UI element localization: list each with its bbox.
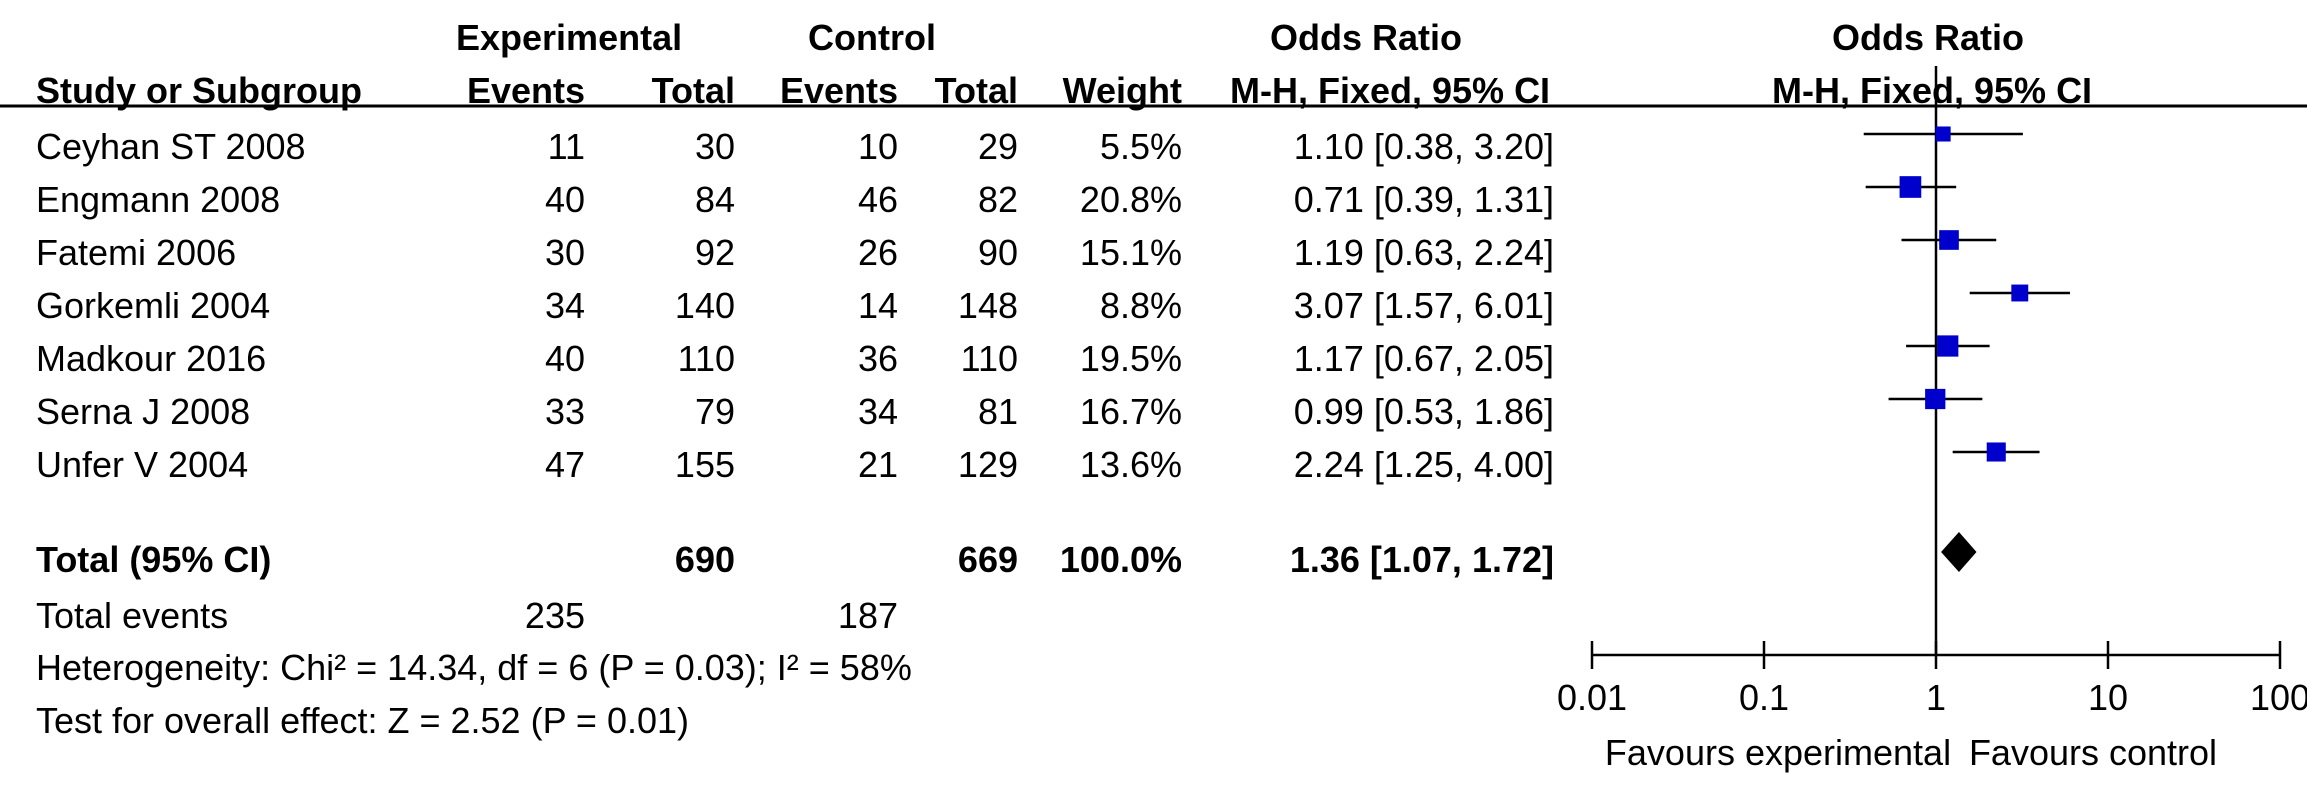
row-exp-events: 11 <box>547 126 585 167</box>
row-ctrl-events: 21 <box>857 444 898 485</box>
favours-experimental-label: Favours experimental <box>1605 732 1951 773</box>
row-ctrl-total: 90 <box>977 232 1018 273</box>
exp-total-column-header: Total <box>651 70 735 111</box>
row-ctrl-events: 10 <box>857 126 898 167</box>
row-ci-text: 0.99 [0.53, 1.86] <box>1293 391 1554 432</box>
x-tick-label: 0.01 <box>1557 677 1627 718</box>
total-events-ctrl: 187 <box>837 595 898 636</box>
row-weight: 19.5% <box>1079 338 1182 379</box>
row-study-name: Unfer V 2004 <box>36 444 249 485</box>
row-exp-total: 79 <box>694 391 735 432</box>
row-ctrl-events: 14 <box>857 285 898 326</box>
x-tick-label: 0.1 <box>1739 677 1789 718</box>
study-marker <box>1939 230 1959 250</box>
favours-control-label: Favours control <box>1969 732 2217 773</box>
row-exp-events: 47 <box>544 444 585 485</box>
row-exp-total: 155 <box>674 444 735 485</box>
total-exp-total: 690 <box>674 539 735 580</box>
row-exp-events: 30 <box>544 232 585 273</box>
row-study-name: Serna J 2008 <box>36 391 251 432</box>
row-weight: 20.8% <box>1079 179 1182 220</box>
row-exp-total: 140 <box>674 285 735 326</box>
study-column-header: Study or Subgroup <box>36 70 362 111</box>
method-column-header: M-H, Fixed, 95% CI <box>1230 70 1551 111</box>
row-ctrl-events: 34 <box>857 391 898 432</box>
weight-column-header: Weight <box>1062 70 1182 111</box>
total-ctrl-total: 669 <box>957 539 1018 580</box>
plot-title: Odds Ratio <box>1832 17 2025 58</box>
row-ctrl-events: 26 <box>857 232 898 273</box>
row-exp-events: 33 <box>544 391 585 432</box>
row-ctrl-total: 29 <box>977 126 1018 167</box>
row-ctrl-total: 148 <box>957 285 1018 326</box>
row-ctrl-events: 36 <box>857 338 898 379</box>
ctrl-total-column-header: Total <box>934 70 1018 111</box>
exp-events-column-header: Events <box>466 70 585 111</box>
study-marker <box>1986 442 2006 462</box>
row-ctrl-total: 82 <box>977 179 1018 220</box>
total-events-label: Total events <box>36 595 229 636</box>
row-exp-total: 84 <box>694 179 735 220</box>
heterogeneity-text: Heterogeneity: Chi² = 14.34, df = 6 (P =… <box>36 647 912 688</box>
row-exp-events: 34 <box>544 285 585 326</box>
row-exp-total: 30 <box>694 126 735 167</box>
row-exp-events: 40 <box>544 179 585 220</box>
total-label: Total (95% CI) <box>36 539 272 580</box>
row-weight: 15.1% <box>1079 232 1182 273</box>
study-marker <box>1899 176 1922 198</box>
control-group-header: Control <box>808 17 936 58</box>
row-ci-text: 3.07 [1.57, 6.01] <box>1293 285 1554 326</box>
row-weight: 8.8% <box>1099 285 1182 326</box>
total-weight: 100.0% <box>1059 539 1182 580</box>
row-study-name: Madkour 2016 <box>36 338 267 379</box>
ctrl-events-column-header: Events <box>779 70 898 111</box>
total-events-exp: 235 <box>524 595 585 636</box>
row-weight: 13.6% <box>1079 444 1182 485</box>
study-marker <box>1937 335 1959 357</box>
row-ci-text: 1.19 [0.63, 2.24] <box>1293 232 1554 273</box>
odds-ratio-column-title: Odds Ratio <box>1270 17 1463 58</box>
row-ctrl-events: 46 <box>857 179 898 220</box>
plot-method-header: M-H, Fixed, 95% CI <box>1772 70 2093 111</box>
row-ctrl-total: 110 <box>960 338 1018 379</box>
row-exp-events: 40 <box>544 338 585 379</box>
x-tick-label: 1 <box>1926 677 1946 718</box>
pooled-diamond <box>1941 532 1977 572</box>
experimental-group-header: Experimental <box>456 17 683 58</box>
row-weight: 5.5% <box>1099 126 1182 167</box>
row-study-name: Engmann 2008 <box>36 179 281 220</box>
row-exp-total: 110 <box>677 338 735 379</box>
row-ci-text: 1.10 [0.38, 3.20] <box>1293 126 1554 167</box>
x-tick-label: 100 <box>2250 677 2307 718</box>
row-ctrl-total: 81 <box>977 391 1018 432</box>
total-ci-text: 1.36 [1.07, 1.72] <box>1289 539 1554 580</box>
row-ctrl-total: 129 <box>957 444 1018 485</box>
study-marker <box>1935 126 1951 142</box>
row-study-name: Ceyhan ST 2008 <box>36 126 306 167</box>
row-study-name: Gorkemli 2004 <box>36 285 271 326</box>
row-study-name: Fatemi 2006 <box>36 232 237 273</box>
row-ci-text: 0.71 [0.39, 1.31] <box>1293 179 1554 220</box>
row-ci-text: 2.24 [1.25, 4.00] <box>1293 444 1554 485</box>
row-ci-text: 1.17 [0.67, 2.05] <box>1293 338 1554 379</box>
study-marker <box>2011 284 2029 302</box>
row-weight: 16.7% <box>1079 391 1182 432</box>
x-tick-label: 10 <box>2088 677 2128 718</box>
study-marker <box>1925 388 1946 410</box>
overall-effect-text: Test for overall effect: Z = 2.52 (P = 0… <box>36 700 690 741</box>
row-exp-total: 92 <box>694 232 735 273</box>
